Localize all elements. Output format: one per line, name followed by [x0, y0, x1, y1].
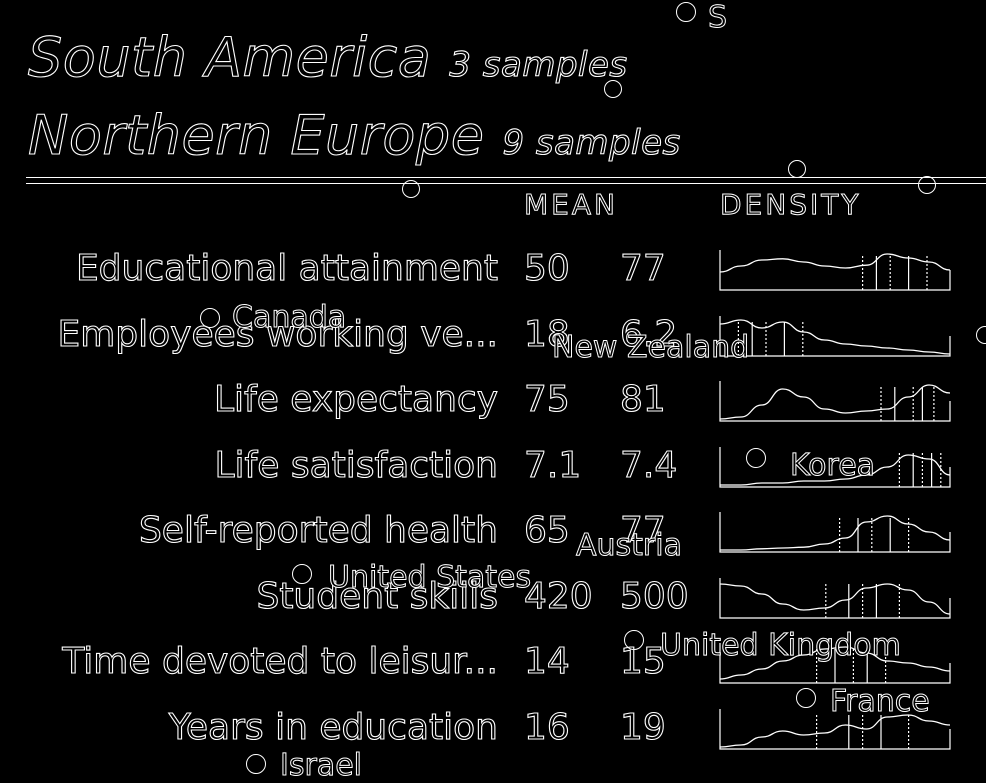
country-point-marker	[246, 754, 266, 774]
density-sparkline	[719, 512, 951, 553]
country-point-marker	[292, 564, 312, 584]
country-label: S	[707, 0, 728, 36]
mean-south-america: 18	[523, 313, 570, 355]
density-curve	[719, 582, 951, 615]
group-sample-count: 9 samples	[502, 122, 681, 163]
density-sparkline	[719, 250, 951, 291]
country-label: Canada	[231, 300, 347, 336]
column-header-density: DENSITY	[719, 188, 862, 222]
table-row: Student skills 420 500	[0, 575, 986, 636]
table-row: Life expectancy 75 81	[0, 378, 986, 439]
metric-label: Years in education	[168, 706, 498, 748]
mean-south-america: 65	[523, 509, 570, 551]
mean-northern-europe: 6.2	[619, 313, 678, 355]
density-curve	[719, 453, 951, 486]
country-point-marker	[604, 80, 622, 98]
group-title-south-america: South America 3 samples	[27, 25, 628, 89]
density-sparkline	[719, 315, 951, 357]
density-curve	[719, 253, 951, 273]
metric-label: Life expectancy	[213, 378, 498, 420]
mean-south-america: 420	[523, 575, 593, 617]
density-baseline	[719, 250, 951, 291]
density-sparkline	[719, 577, 951, 619]
density-curve	[719, 713, 951, 748]
table-row: Self-reported health 65 77	[0, 509, 986, 570]
group-title-northern-europe: Northern Europe 9 samples	[27, 103, 681, 167]
country-label: Korea	[789, 448, 876, 484]
metric-label: Time devoted to leisur...	[62, 640, 499, 682]
density-sparkline	[719, 446, 951, 488]
mean-south-america: 7.1	[523, 444, 582, 486]
country-label: United Kingdom	[660, 628, 902, 664]
header-rule-bottom	[26, 183, 986, 184]
country-point-marker	[402, 180, 420, 198]
country-point-marker	[796, 688, 816, 708]
table-row: Time devoted to leisur... 14 15	[0, 640, 986, 701]
density-curve	[719, 646, 951, 680]
density-curve	[719, 515, 951, 551]
density-baseline	[719, 315, 951, 357]
mean-south-america: 16	[523, 706, 570, 748]
group-name: Northern Europe	[27, 103, 485, 167]
density-baseline	[719, 577, 951, 619]
column-header-mean: MEAN	[524, 188, 618, 222]
density-sparkline	[719, 381, 951, 422]
density-baseline	[719, 708, 951, 750]
mean-northern-europe: 81	[619, 378, 666, 420]
mean-northern-europe: 77	[619, 247, 666, 289]
density-curve	[719, 384, 951, 420]
mean-northern-europe: 77	[619, 509, 666, 551]
country-label: Israel	[280, 748, 363, 783]
country-point-marker	[676, 2, 696, 22]
group-name: South America	[27, 25, 432, 89]
metric-label: Self-reported health	[138, 509, 498, 551]
country-label: Austria	[576, 528, 683, 564]
metric-label: Life satisfaction	[214, 444, 499, 486]
mean-northern-europe: 19	[619, 706, 666, 748]
table-row: Educational attainment 50 77	[0, 247, 986, 308]
density-curve	[719, 318, 951, 355]
table-row: Employees working ve... 18 6.2	[0, 313, 986, 374]
country-point-marker	[788, 160, 806, 178]
header-rule-top	[26, 177, 986, 178]
country-point-marker	[200, 308, 220, 328]
mean-south-america: 50	[523, 247, 570, 289]
mean-northern-europe: 500	[619, 575, 689, 617]
country-label: United States	[327, 560, 532, 596]
table-row: Life satisfaction 7.1 7.4	[0, 444, 986, 505]
group-sample-count: 3 samples	[449, 44, 628, 85]
country-point-marker	[918, 176, 936, 194]
mean-south-america: 75	[523, 378, 570, 420]
mean-south-america: 14	[523, 640, 570, 682]
country-point-marker	[624, 630, 644, 650]
metric-label: Educational attainment	[75, 247, 498, 289]
table-row: Years in education 16 19	[0, 706, 986, 767]
country-label: France	[830, 684, 931, 720]
density-baseline	[719, 512, 951, 553]
country-label: New Zealand	[551, 330, 750, 366]
density-sparkline	[719, 708, 951, 750]
country-point-marker	[746, 448, 766, 468]
mean-northern-europe: 7.4	[619, 444, 678, 486]
density-baseline	[719, 381, 951, 422]
density-baseline	[719, 446, 951, 488]
metric-label: Employees working ve...	[57, 313, 499, 355]
density-sparkline	[719, 643, 951, 684]
